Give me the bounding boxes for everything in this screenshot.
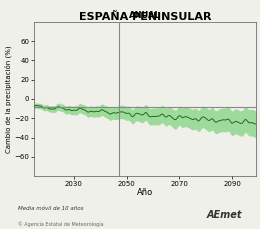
Title: ESPAÑA PENINSULAR: ESPAÑA PENINSULAR (79, 12, 211, 22)
X-axis label: Año: Año (137, 188, 153, 197)
Y-axis label: Cambio de la precipitación (%): Cambio de la precipitación (%) (4, 45, 12, 153)
Text: ANUAL: ANUAL (129, 11, 161, 20)
Text: © Agencia Estatal de Meteorología: © Agencia Estatal de Meteorología (18, 221, 104, 227)
Text: AEmet: AEmet (206, 210, 242, 220)
Text: Media móvil de 10 años: Media móvil de 10 años (18, 206, 84, 211)
